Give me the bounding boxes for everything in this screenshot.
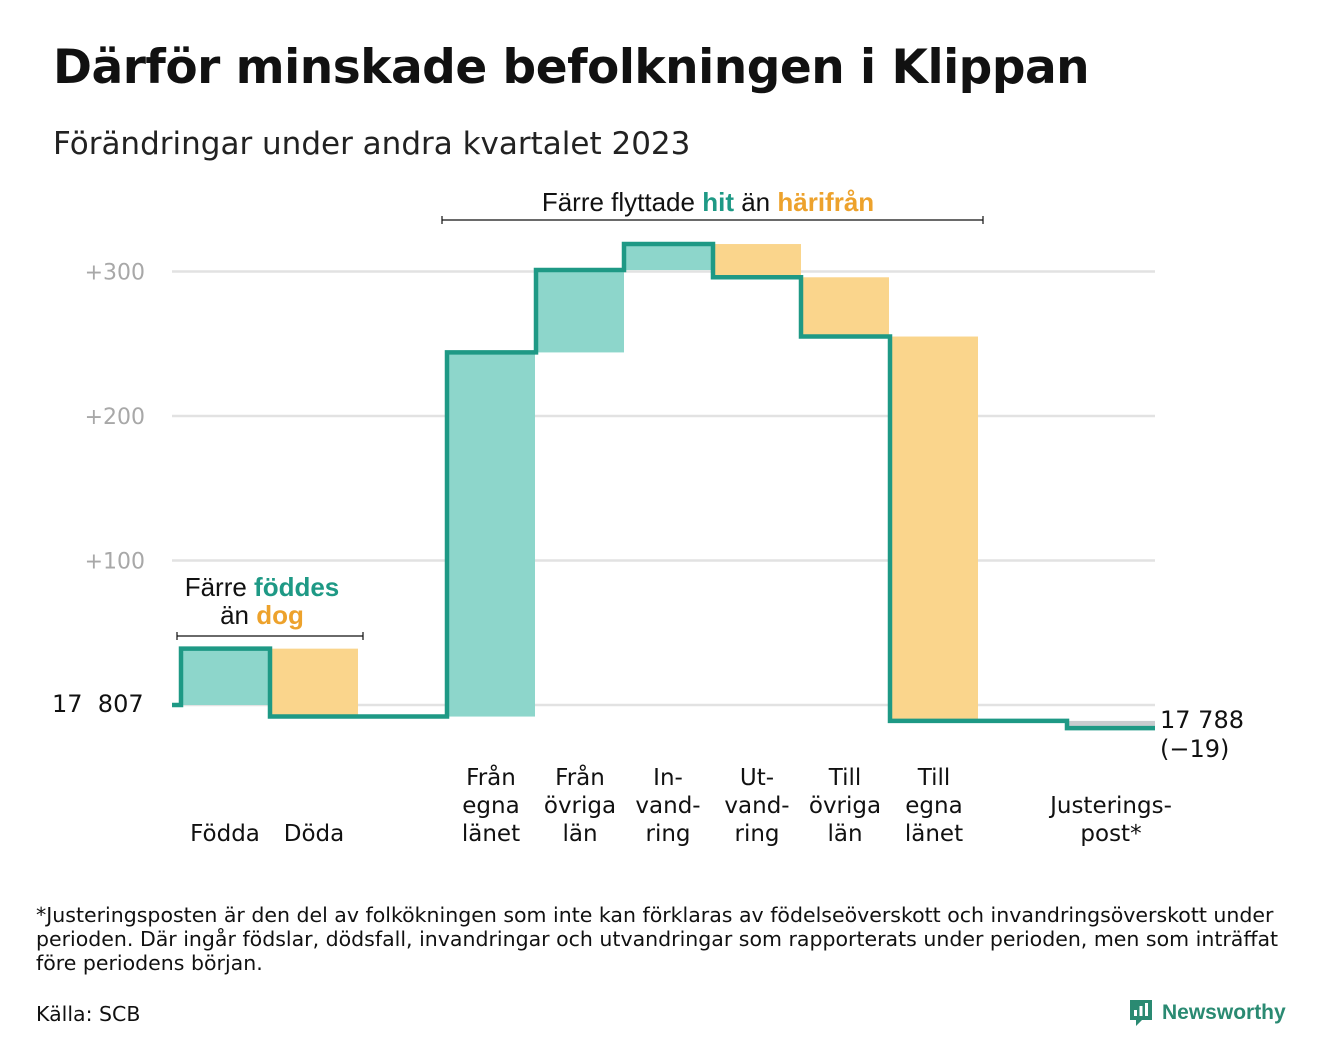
waterfall-bar [801,277,889,337]
category-label: län [827,821,862,847]
births-annotation-line2-pre: än [220,600,256,630]
category-label: Ut- [740,765,774,791]
y-tick-label: +300 [85,261,145,286]
category-label: Döda [284,821,344,847]
newsworthy-logo-text: Newsworthy [1162,1001,1286,1024]
category-label: län [562,821,597,847]
category-label: länet [905,821,963,847]
category-label: Från [466,763,516,791]
waterfall-bar [536,270,624,353]
category-label: In- [653,765,683,791]
category-label: egna [905,793,962,819]
footnote: *Justeringsposten är den del av folkökni… [36,903,1279,975]
births-annotation-line1: Färre föddes [185,572,340,602]
category-label: Justerings- [1048,793,1172,819]
category-label: vand- [635,793,700,819]
category-label: Till [917,765,951,791]
source-label: Källa: SCB [36,1002,141,1026]
y-tick-label: +200 [85,405,145,430]
category-label: länet [462,821,520,847]
births-annotation-pre: Färre [185,572,254,602]
chart-title: Därför minskade befolkningen i Klippan [53,40,1090,95]
moves-annotation-orange: härifrån [777,187,874,217]
waterfall-bar [713,244,801,278]
births-annotation-line2: än dog [220,600,304,630]
category-label: övriga [809,793,881,819]
category-label: ring [734,821,779,847]
births-annotation-orange: dog [256,600,304,630]
moves-annotation-pre: Färre flyttade [542,187,702,217]
end-value-label: 17 788 [1160,706,1244,734]
waterfall-bar [181,648,269,705]
end-change-label: (−19) [1160,735,1229,763]
line-layer [172,241,1155,731]
newsworthy-logo: Newsworthy [1128,997,1286,1029]
category-label: Till [828,765,862,791]
waterfall-bar [1067,720,1155,729]
chart-subtitle: Förändringar under andra kvartalet 2023 [53,126,691,162]
bar-layer [181,244,1155,729]
waterfall-bar [890,336,978,721]
category-labels: Födda DödaFrånegnalänetFrånövrigalänIn-va… [190,763,1172,847]
waterfall-bar [270,648,358,717]
cumulative-step-line [172,241,1155,731]
waterfall-bar [624,244,712,271]
start-value-label: 17 807 [52,690,144,718]
category-label: vand- [724,793,789,819]
category-label: ring [645,821,690,847]
newsworthy-logo-icon [1130,1000,1152,1026]
moves-annotation: Färre flyttade hit än härifrån [542,187,874,217]
y-tick-label: +100 [85,550,145,575]
births-annotation-teal: föddes [254,572,339,602]
category-label: Födda [190,821,260,847]
category-label: Från [555,763,605,791]
category-label: övriga [544,793,616,819]
moves-annotation-teal: hit [702,187,734,217]
waterfall-bar [447,352,535,717]
births-bracket [176,632,364,640]
moves-bracket [441,216,984,224]
category-label: post* [1080,821,1141,847]
category-label: egna [462,793,519,819]
moves-annotation-mid: än [734,187,777,217]
waterfall-chart: +100+200+300 Födda DödaFrånegnalänetFrånö… [52,187,1244,847]
